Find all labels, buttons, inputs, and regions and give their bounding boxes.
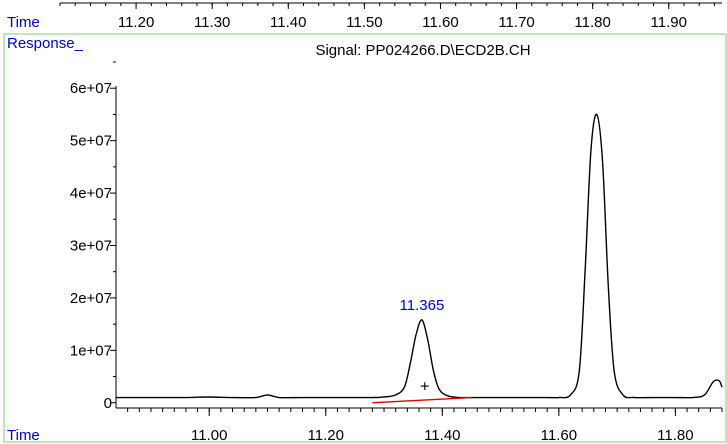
x-tick-label: 11.40 xyxy=(424,427,460,444)
top-axis-label: Time xyxy=(7,14,40,31)
y-tick-label: 0 xyxy=(104,395,112,412)
top-tick-label: 11.80 xyxy=(574,14,610,31)
top-time-ruler: Time 11.20 11.30 11.40 11.50 11.60 11.70 11.80… xyxy=(7,3,722,31)
top-tick-label: 11.20 xyxy=(118,14,154,31)
y-tick-label: 2e+07 xyxy=(70,290,112,307)
y-tick-label: 5e+07 xyxy=(70,133,112,150)
signal-trace xyxy=(116,114,722,397)
top-axis-ticks: 11.20 11.30 11.40 11.50 11.60 11.70 11.80 11.90 xyxy=(60,3,722,31)
plot-axes xyxy=(116,86,722,408)
response-label: Response_ xyxy=(7,35,84,52)
y-tick-label: 4e+07 xyxy=(70,185,112,202)
x-tick-label: 11.60 xyxy=(541,427,577,444)
plot-area: 11.365 + xyxy=(116,114,722,403)
peak-apex-marker: + xyxy=(420,378,429,395)
x-tick-label: 11.80 xyxy=(657,427,693,444)
y-axis-ticks: 0 1e+07 2e+07 3e+07 4e+07 5e+07 6e+07 xyxy=(70,62,116,412)
top-tick-label: 11.50 xyxy=(346,14,382,31)
y-tick-label: 6e+07 xyxy=(70,80,112,97)
peak-retention-label: 11.365 xyxy=(400,297,445,314)
chart-frame xyxy=(4,34,726,442)
top-tick-label: 11.70 xyxy=(498,14,534,31)
x-tick-label: 11.20 xyxy=(308,427,344,444)
integration-baseline xyxy=(372,398,471,403)
top-tick-label: 11.90 xyxy=(651,14,687,31)
top-tick-label: 11.30 xyxy=(194,14,230,31)
x-tick-label: 11.00 xyxy=(191,427,227,444)
x-axis-label: Time xyxy=(7,427,40,444)
top-tick-label: 11.40 xyxy=(270,14,306,31)
y-tick-label: 3e+07 xyxy=(70,237,112,254)
top-tick-label: 11.60 xyxy=(422,14,458,31)
signal-title: Signal: PP024266.D\ECD2B.CH xyxy=(315,42,530,59)
x-axis-ticks: 11.00 11.20 11.40 11.60 11.80 xyxy=(128,408,722,444)
y-tick-label: 1e+07 xyxy=(70,342,112,359)
